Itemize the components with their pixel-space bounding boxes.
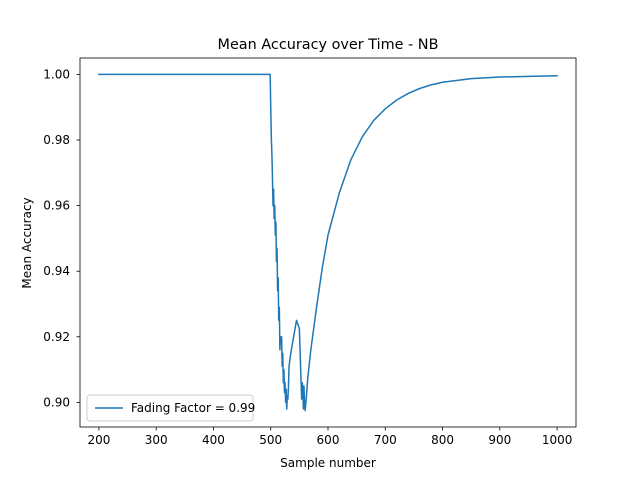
legend: Fading Factor = 0.99 bbox=[86, 394, 255, 422]
y-tick-label: 0.94 bbox=[43, 264, 70, 278]
y-axis-label: Mean Accuracy bbox=[20, 197, 34, 288]
x-tick-label: 900 bbox=[488, 433, 511, 447]
legend-label: Fading Factor = 0.99 bbox=[131, 401, 255, 415]
x-tick-label: 600 bbox=[317, 433, 340, 447]
x-tick-label: 700 bbox=[374, 433, 397, 447]
y-tick-label: 0.92 bbox=[43, 330, 70, 344]
y-tick-label: 1.00 bbox=[43, 67, 70, 81]
x-tick-label: 500 bbox=[259, 433, 282, 447]
x-tick-label: 200 bbox=[87, 433, 110, 447]
y-tick-label: 0.98 bbox=[43, 133, 70, 147]
x-tick-label: 1000 bbox=[542, 433, 573, 447]
x-axis-label: Sample number bbox=[280, 456, 376, 470]
series-line bbox=[98, 73, 558, 412]
x-tick-label: 300 bbox=[145, 433, 168, 447]
x-tick-label: 800 bbox=[431, 433, 454, 447]
x-tick-label: 400 bbox=[202, 433, 225, 447]
chart-title: Mean Accuracy over Time - NB bbox=[218, 37, 439, 53]
y-tick-label: 0.90 bbox=[43, 395, 70, 409]
y-tick-label: 0.96 bbox=[43, 199, 70, 213]
legend-box bbox=[86, 394, 254, 422]
x-axis: 200 300 400 500 600 700 800 900 1000 bbox=[87, 427, 572, 447]
y-axis: 0.90 0.92 0.94 0.96 0.98 1.00 bbox=[43, 67, 80, 409]
